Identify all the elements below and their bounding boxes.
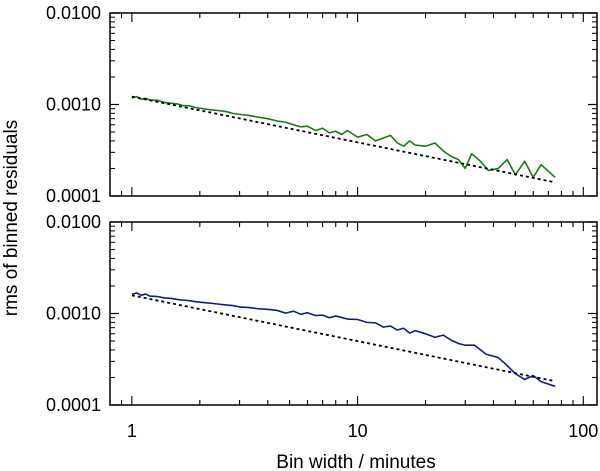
- y-tick-label: 0.0010: [46, 95, 101, 115]
- model-line: [131, 95, 556, 184]
- y-tick-label: 0.0010: [46, 304, 101, 324]
- x-axis-label: Bin width / minutes: [276, 452, 435, 471]
- x-tick-label: 1: [127, 421, 137, 441]
- data-series-line: [131, 292, 556, 388]
- y-tick-label: 0.0100: [46, 3, 101, 23]
- plot-frame: [109, 221, 598, 406]
- plot-frame: [109, 12, 598, 197]
- top-panel: 0.0100 0.0010 0.0001: [46, 3, 598, 206]
- bottom-panel: 0.0100 0.0010 0.0001 1 10 100: [46, 212, 598, 441]
- model-line: [131, 294, 556, 383]
- y-tick-label: 0.0100: [46, 212, 101, 232]
- y-tick-label: 0.0001: [46, 395, 101, 415]
- data-series-line: [131, 95, 556, 179]
- x-tick-label: 100: [568, 421, 598, 441]
- x-tick-label: 10: [348, 421, 368, 441]
- y-axis-label: rms of binned residuals: [1, 120, 22, 316]
- y-tick-label: 0.0001: [46, 186, 101, 206]
